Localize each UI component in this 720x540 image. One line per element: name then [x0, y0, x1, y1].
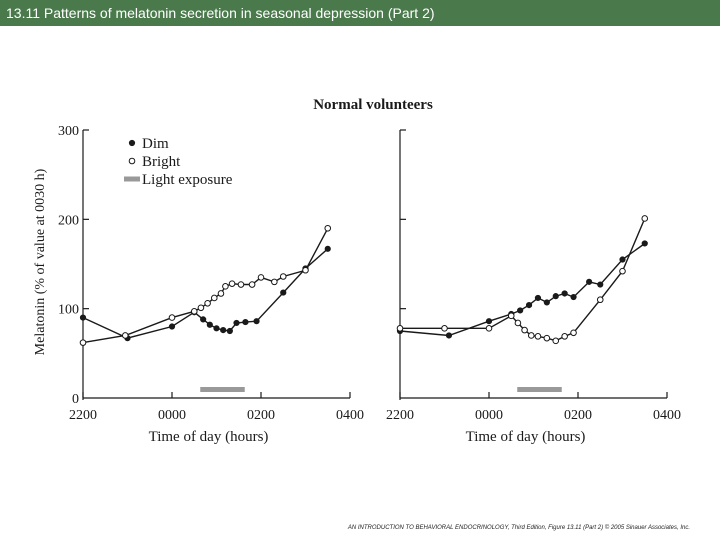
right-bright-point [485, 325, 493, 332]
right-bright-point [507, 312, 515, 320]
right-bright-point [521, 326, 528, 334]
right-bright-point [561, 333, 568, 340]
right-bright-point [570, 329, 577, 337]
right-dim-point [597, 281, 604, 288]
right-bright-point [596, 296, 604, 304]
right-bright-point [641, 215, 649, 222]
legend-dim-marker [128, 139, 136, 147]
right-dim-point [525, 301, 533, 309]
right-bright-point [552, 337, 560, 345]
right-dim-point [561, 290, 568, 297]
left-dim-point [242, 318, 249, 326]
left-dim-point [79, 314, 87, 321]
left-dim-point [200, 316, 207, 323]
right-dim-point [534, 294, 542, 302]
right-bright-point [619, 267, 626, 275]
left-x-tick-label: 0000 [158, 408, 186, 423]
left-bright-point [228, 280, 236, 287]
left-x-tick-label: 2200 [69, 408, 97, 423]
left-bright-point [222, 283, 229, 290]
left-light-exposure-bar [200, 387, 245, 392]
y-axis-label: Melatonin (% of value at 0030 h) [33, 168, 48, 355]
right-bright-point [534, 333, 542, 340]
left-bright-point [204, 300, 211, 307]
left-bright-point [271, 278, 278, 286]
left-bright-point [248, 281, 256, 288]
left-bright-point [237, 281, 245, 288]
right-plot: 2200 0000 0200 0400 Time of day (hours) [386, 129, 681, 445]
left-y-tick-label: 200 [58, 213, 79, 228]
left-x-axis-label: Time of day (hours) [149, 429, 269, 445]
chart-title: Normal volunteers [313, 97, 433, 113]
left-plot: 0 100 200 300 2200 0000 0200 0400 Time of day (h… [58, 124, 364, 445]
left-bright-point [197, 304, 205, 312]
right-x-axis-label: Time of day (hours) [466, 429, 586, 445]
left-y-tick-label: 0 [72, 392, 79, 407]
left-dim-point [280, 289, 287, 296]
left-bright-point [279, 273, 287, 280]
right-dim-point [552, 293, 559, 300]
left-bright-point [190, 308, 198, 315]
left-bright-point [257, 274, 265, 281]
right-bright-point [441, 325, 448, 332]
left-bright-point [168, 314, 176, 321]
figure-credit: AN INTRODUCTION TO BEHAVIORAL ENDOCRINOL… [347, 525, 690, 531]
left-x-tick-label: 0400 [336, 408, 364, 423]
right-x-tick-label: 2200 [386, 408, 414, 423]
right-dim-point [517, 307, 524, 314]
left-dim-point [233, 319, 240, 327]
left-y-tick-label: 100 [58, 303, 79, 318]
left-bright-point [217, 290, 225, 297]
right-bright-point [514, 319, 522, 327]
left-bright-point [324, 224, 332, 232]
right-dim-point [485, 318, 493, 325]
legend-bright-marker [128, 157, 136, 165]
legend-label: Bright [142, 154, 181, 170]
legend-label: Light exposure [142, 172, 233, 188]
right-dim-point [570, 293, 577, 301]
left-dim-point [168, 323, 176, 330]
right-bright-point [543, 334, 551, 342]
left-dim-point [213, 325, 220, 332]
left-bright-point [210, 294, 218, 302]
right-x-tick-label: 0400 [653, 408, 681, 423]
left-dim-line [82, 248, 329, 339]
left-bright-point [79, 339, 87, 346]
left-x-tick-label: 0200 [247, 408, 275, 423]
right-dim-point [445, 332, 453, 339]
right-x-tick-label: 0000 [475, 408, 503, 423]
left-dim-point [324, 245, 331, 252]
right-light-exposure-bar [517, 387, 562, 392]
slide-title: 13.11 Patterns of melatonin secretion in… [0, 0, 720, 26]
left-dim-point [253, 318, 260, 325]
right-dim-point [586, 278, 593, 285]
left-bright-point [121, 332, 129, 339]
right-bright-point [396, 325, 404, 332]
right-bright-line [400, 218, 646, 342]
legend-light-exposure-marker [124, 176, 140, 182]
right-dim-point [641, 240, 648, 247]
left-dim-point [226, 327, 233, 335]
left-dim-point [220, 327, 227, 334]
legend-label: Dim [142, 136, 169, 152]
left-bright-line [82, 227, 329, 344]
right-x-tick-label: 0200 [564, 408, 592, 423]
right-bright-point [527, 332, 535, 339]
legend: Dim Bright Light exposure [124, 136, 233, 188]
right-dim-point [619, 256, 626, 263]
left-bright-point [302, 266, 309, 274]
right-dim-point [543, 299, 550, 306]
left-y-tick-label: 300 [58, 124, 79, 139]
left-dim-point [206, 321, 213, 328]
